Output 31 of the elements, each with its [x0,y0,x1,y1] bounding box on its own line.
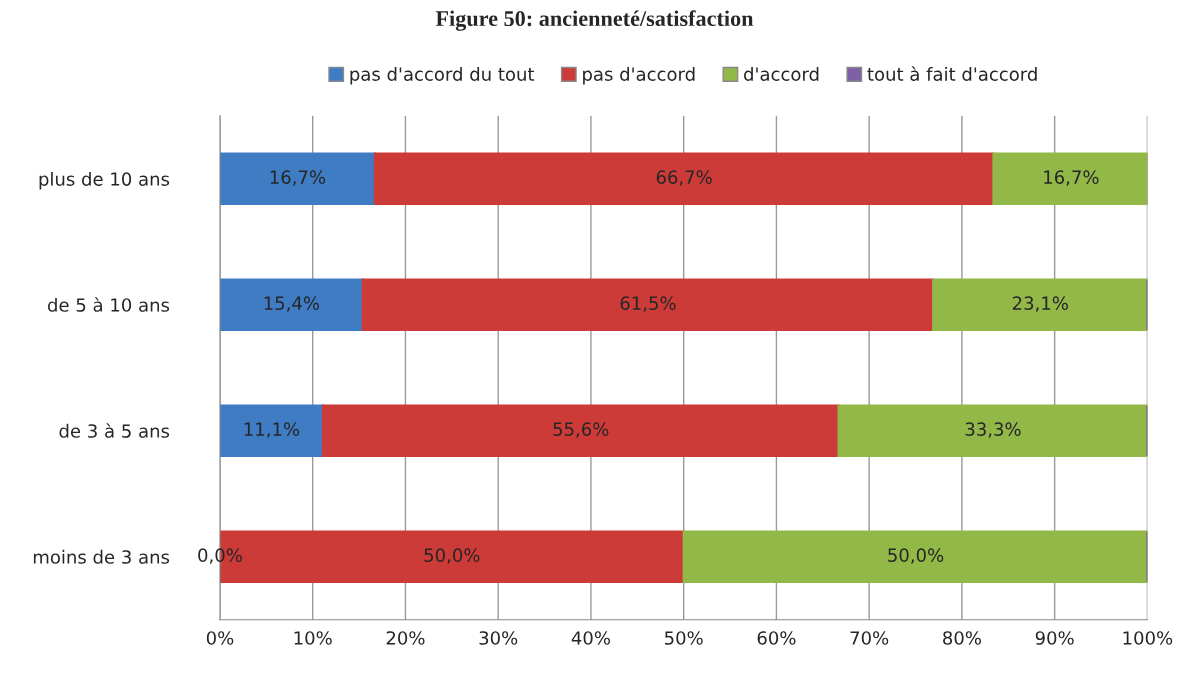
legend-label: pas d'accord [583,66,695,85]
x-tick-label: 40% [571,631,610,645]
data-label: 50,0% [888,548,944,564]
data-label: 23,1% [1012,296,1068,312]
legend-label: tout à fait d'accord [867,66,1037,81]
x-tick-label: 100% [1123,631,1173,645]
y-tick-label: moins de 3 ans [33,549,170,564]
x-tick-label: 10% [294,631,332,645]
data-label: 55,6% [553,422,609,438]
x-tick-label: 50% [665,631,703,645]
legend-label: pas d'accord du tout [350,66,535,85]
y-tick-label: de 5 à 10 ans [47,297,170,312]
y-tick-label: de 3 à 5 ans [59,423,170,438]
x-tick-label: 20% [386,631,425,645]
chart-title: Figure 50: ancienneté/satisfaction [435,10,754,31]
data-label: 61,5% [620,296,676,312]
data-label: 15,4% [264,296,320,312]
y-tick-label: plus de 10 ans [39,171,170,190]
data-label: 50,0% [424,548,480,564]
data-label: 16,7% [1044,170,1099,186]
data-label: 33,3% [965,422,1021,438]
x-tick-label: 90% [1035,631,1074,645]
data-label: 66,7% [656,170,712,186]
data-label: 16,7% [270,170,326,186]
x-tick-label: 30% [479,631,518,645]
x-tick-label: 80% [943,631,981,645]
x-tick-label: 60% [757,631,796,645]
x-tick-label: 70% [850,631,889,645]
legend-label: d'accord [744,66,819,81]
data-label: 11,1% [244,422,300,438]
x-tick-label: 0% [206,631,234,645]
